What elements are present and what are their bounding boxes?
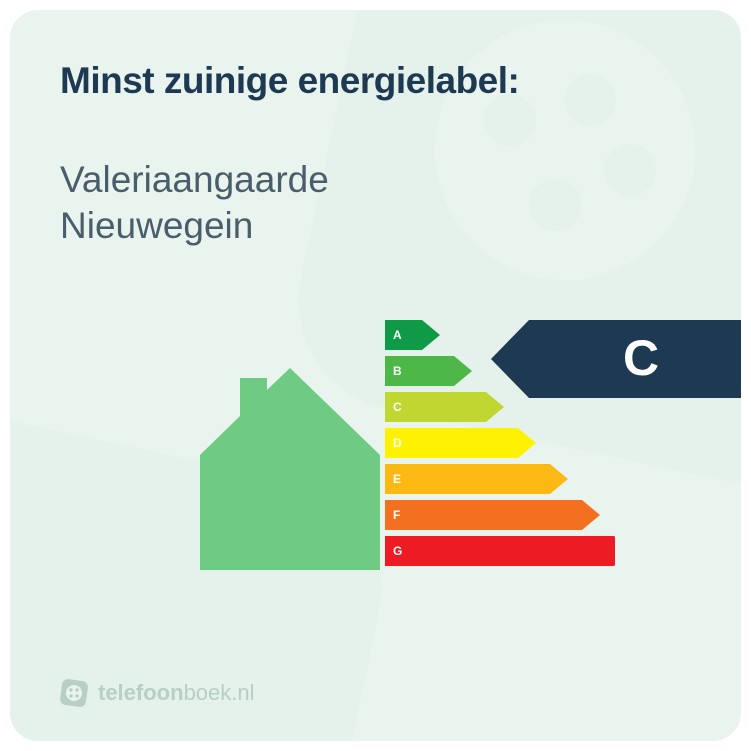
brand-bold: telefoon <box>98 680 184 705</box>
energy-bar-label-g: G <box>393 544 402 558</box>
brand-icon <box>60 679 88 707</box>
energy-bar-g <box>385 536 615 566</box>
energy-bar-label-f: F <box>393 508 400 522</box>
energy-bar-label-a: A <box>393 328 402 342</box>
subtitle-line2: Nieuwegein <box>60 205 253 246</box>
brand-rest: boek <box>184 680 232 705</box>
subtitle-line1: Valeriaangaarde <box>60 159 329 200</box>
page-title: Minst zuinige energielabel: <box>60 60 691 102</box>
content-area: Minst zuinige energielabel: Valeriaangaa… <box>60 60 691 711</box>
energy-bar-f <box>385 500 600 530</box>
energy-bar-label-d: D <box>393 436 402 450</box>
energy-bar-e <box>385 464 568 494</box>
location-subtitle: Valeriaangaarde Nieuwegein <box>60 157 691 250</box>
energy-label-card: Minst zuinige energielabel: Valeriaangaa… <box>10 10 741 741</box>
house-icon <box>200 368 380 570</box>
current-label-letter: C <box>623 328 659 386</box>
brand-text: telefoonboek.nl <box>98 680 255 706</box>
energy-bar-d <box>385 428 536 458</box>
energy-chart: A B C D E F G C <box>60 320 691 680</box>
energy-bar-c <box>385 392 504 422</box>
energy-bar-label-c: C <box>393 400 402 414</box>
brand-tld: .nl <box>231 680 254 705</box>
energy-bar-label-e: E <box>393 472 401 486</box>
energy-bar-label-b: B <box>393 364 402 378</box>
footer: telefoonboek.nl <box>60 679 691 711</box>
current-label-badge: C <box>491 320 741 398</box>
